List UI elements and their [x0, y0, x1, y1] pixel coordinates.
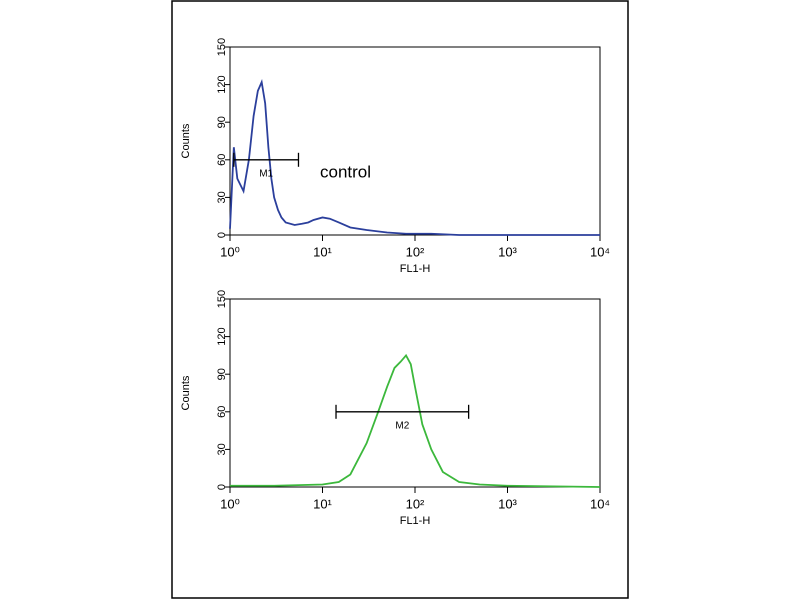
y-tick-label: 120 — [216, 75, 228, 93]
x-tick-label: 10³ — [498, 496, 517, 511]
x-tick-label: 10¹ — [313, 244, 332, 259]
y-tick-label: 120 — [216, 327, 228, 345]
x-tick-label: 10¹ — [313, 496, 332, 511]
x-tick-label: 10² — [406, 244, 425, 259]
y-tick-label: 90 — [216, 368, 228, 380]
x-tick-label: 10⁴ — [590, 496, 610, 511]
x-tick-label: 10² — [406, 496, 425, 511]
y-tick-label: 150 — [216, 290, 228, 308]
x-axis-label: FL1-H — [400, 263, 431, 275]
y-tick-label: 150 — [216, 38, 228, 56]
frame — [171, 0, 629, 599]
plot-frame — [229, 46, 601, 236]
x-axis-label: FL1-H — [400, 515, 431, 527]
y-axis-label: Counts — [180, 375, 192, 410]
histogram-line — [230, 353, 601, 488]
y-tick-label: 90 — [216, 116, 228, 128]
y-tick-label: 30 — [216, 443, 228, 455]
y-tick-label: 0 — [216, 484, 228, 490]
gate-label: M1 — [259, 168, 273, 179]
gate-label: M2 — [395, 420, 409, 431]
histogram-line — [229, 78, 600, 236]
x-tick-label: 10⁰ — [220, 496, 240, 511]
annotation: control — [320, 162, 371, 181]
y-tick-label: 0 — [216, 232, 228, 238]
x-tick-label: 10³ — [498, 244, 517, 259]
y-tick-label: 30 — [216, 191, 228, 203]
plot-frame — [229, 298, 601, 488]
x-tick-label: 10⁴ — [590, 244, 610, 259]
y-tick-label: 60 — [216, 406, 228, 418]
y-axis-label: Counts — [180, 123, 192, 158]
y-tick-label: 60 — [216, 154, 228, 166]
x-tick-label: 10⁰ — [220, 244, 240, 259]
